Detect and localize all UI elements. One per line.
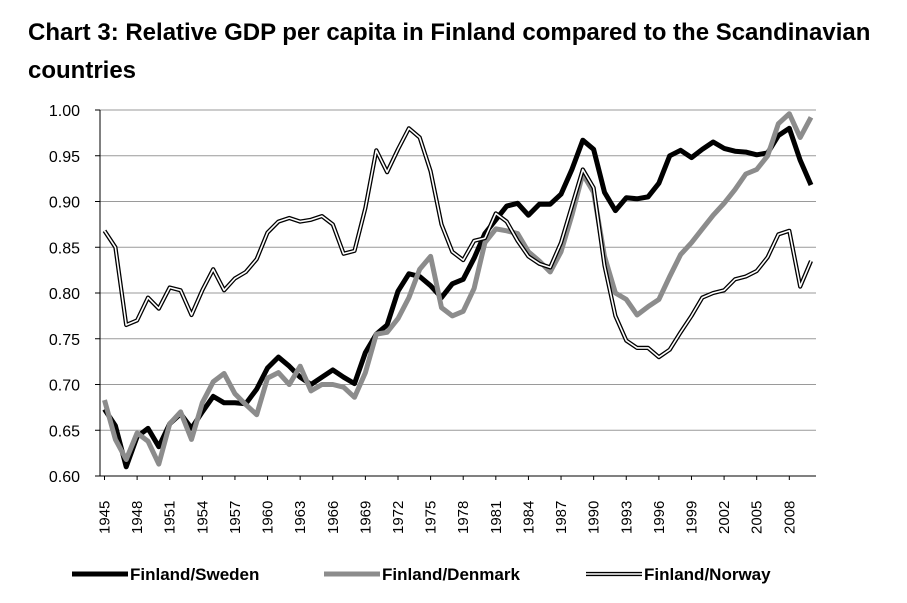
x-tick-label: 1978 <box>455 501 472 534</box>
y-tick-label: 0.60 <box>49 469 80 486</box>
x-tick-label: 1984 <box>520 501 537 534</box>
series-finland-denmark <box>102 111 814 467</box>
y-tick-label: 0.90 <box>49 195 80 212</box>
legend-label: Finland/Denmark <box>382 565 520 584</box>
x-tick-label: 1969 <box>357 501 374 534</box>
x-tick-label: 2002 <box>716 501 733 534</box>
series-lines <box>102 111 814 470</box>
y-tick-label: 0.70 <box>49 378 80 395</box>
x-tick-label: 1987 <box>553 501 570 534</box>
series-line-outer <box>102 126 813 360</box>
x-tick-label: 1963 <box>292 501 309 534</box>
y-tick-label: 0.95 <box>49 149 80 166</box>
series-line <box>102 125 814 470</box>
x-tick-label: 1945 <box>97 501 114 534</box>
x-tick-label: 1951 <box>162 501 179 534</box>
y-tick-label: 0.75 <box>49 332 80 349</box>
x-tick-label: 2008 <box>781 501 798 534</box>
legend: Finland/Sweden Finland/Denmark Finland/Nor… <box>72 565 771 584</box>
y-axis-ticks: 0.60 0.65 0.70 0.75 0.80 0.85 0.90 0.95 1.00 <box>49 103 80 486</box>
x-tick-label: 1957 <box>227 501 244 534</box>
y-tick-label: 0.65 <box>49 423 80 440</box>
x-tick-label: 1972 <box>390 501 407 534</box>
x-tick-label: 1975 <box>423 501 440 534</box>
x-tick-label: 1954 <box>194 501 211 534</box>
x-tick-label: 1948 <box>129 501 146 534</box>
x-tick-label: 1999 <box>683 501 700 534</box>
grid <box>100 109 816 431</box>
legend-label: Finland/Norway <box>644 565 771 584</box>
legend-item: Finland/Norway <box>586 565 771 584</box>
x-axis-ticks: 1945 1948 1951 1954 1957 1960 1963 1966 1969 1972… <box>97 501 799 534</box>
x-tick-label: 1993 <box>618 501 635 534</box>
series-finland-sweden <box>102 125 814 470</box>
x-tick-label: 1990 <box>586 501 603 534</box>
y-tick-label: 0.85 <box>49 240 80 257</box>
legend-item: Finland/Sweden <box>72 565 259 584</box>
y-tick-label: 0.80 <box>49 286 80 303</box>
x-tick-label: 1960 <box>260 501 277 534</box>
x-tick-label: 2005 <box>749 501 766 534</box>
y-tick-label: 1.00 <box>49 103 80 120</box>
legend-item: Finland/Denmark <box>324 565 520 584</box>
x-tick-label: 1996 <box>651 501 668 534</box>
series-line-inner <box>103 127 812 358</box>
legend-label: Finland/Sweden <box>130 565 259 584</box>
chart-title: Chart 3: Relative GDP per capita in Finl… <box>28 19 871 84</box>
axes <box>95 109 816 480</box>
x-tick-label: 1966 <box>325 501 342 534</box>
series-finland-norway <box>102 126 813 360</box>
series-line <box>102 111 814 467</box>
x-tick-label: 1981 <box>488 501 505 534</box>
